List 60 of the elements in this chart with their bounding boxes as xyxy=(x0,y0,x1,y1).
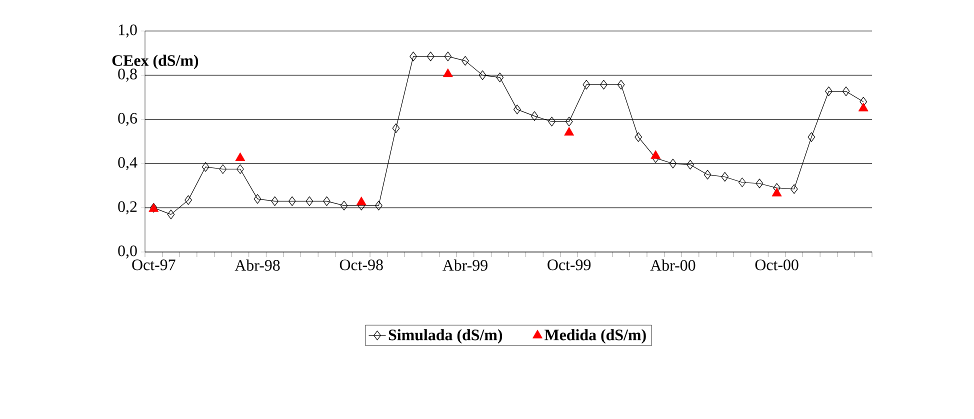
point xyxy=(254,194,262,204)
point xyxy=(167,210,175,220)
legend-label: Simulada (dS/m) xyxy=(388,329,502,344)
point xyxy=(738,178,746,188)
point xyxy=(634,132,642,142)
x-tick-label: Oct-00 xyxy=(755,260,798,270)
point xyxy=(704,170,712,180)
point xyxy=(496,72,504,82)
point xyxy=(842,86,850,96)
point xyxy=(410,52,417,62)
point xyxy=(236,164,244,174)
point xyxy=(790,184,798,194)
point xyxy=(721,172,729,182)
x-tick-label: Abr-99 xyxy=(442,260,488,271)
point xyxy=(686,160,694,170)
point xyxy=(772,188,782,196)
point xyxy=(808,132,816,142)
point xyxy=(202,162,210,172)
x-tick-label: Oct-99 xyxy=(548,260,591,270)
point xyxy=(288,196,296,206)
point xyxy=(756,178,764,188)
x-tick-label: Oct-98 xyxy=(340,260,383,270)
point xyxy=(825,86,832,96)
point xyxy=(271,196,278,206)
x-tick-label: Abr-98 xyxy=(234,260,280,271)
x-tick-label: Abr-00 xyxy=(650,260,696,271)
point xyxy=(219,164,227,174)
point xyxy=(442,68,453,78)
point xyxy=(600,80,608,90)
point xyxy=(582,80,590,90)
point xyxy=(426,52,434,62)
point xyxy=(650,150,661,159)
legend-label: Medida (dS/m) xyxy=(544,329,646,344)
y-tick-label: 1,0 xyxy=(118,24,137,38)
y-tick-label: 0,8 xyxy=(118,68,137,82)
point xyxy=(669,158,677,168)
point xyxy=(306,196,314,206)
point xyxy=(462,56,469,66)
y-tick-label: 0,4 xyxy=(118,157,138,170)
point xyxy=(375,200,382,210)
point xyxy=(444,52,452,62)
point xyxy=(548,116,556,126)
point xyxy=(565,116,573,126)
point xyxy=(340,200,348,210)
point xyxy=(478,70,486,80)
point xyxy=(530,111,538,121)
point xyxy=(235,152,246,162)
point xyxy=(323,196,330,206)
y-axis-title: CEex (dS/m) xyxy=(112,54,198,70)
point xyxy=(858,102,868,112)
point xyxy=(617,80,625,90)
point xyxy=(184,195,192,205)
point xyxy=(564,126,574,136)
point xyxy=(392,123,400,134)
point xyxy=(513,104,521,114)
y-tick-label: 0,6 xyxy=(118,112,138,126)
y-tick-label: 0,0 xyxy=(118,245,137,259)
y-tick-label: 0,2 xyxy=(118,201,137,214)
point xyxy=(356,196,366,206)
x-tick-label: Oct-97 xyxy=(132,260,176,270)
